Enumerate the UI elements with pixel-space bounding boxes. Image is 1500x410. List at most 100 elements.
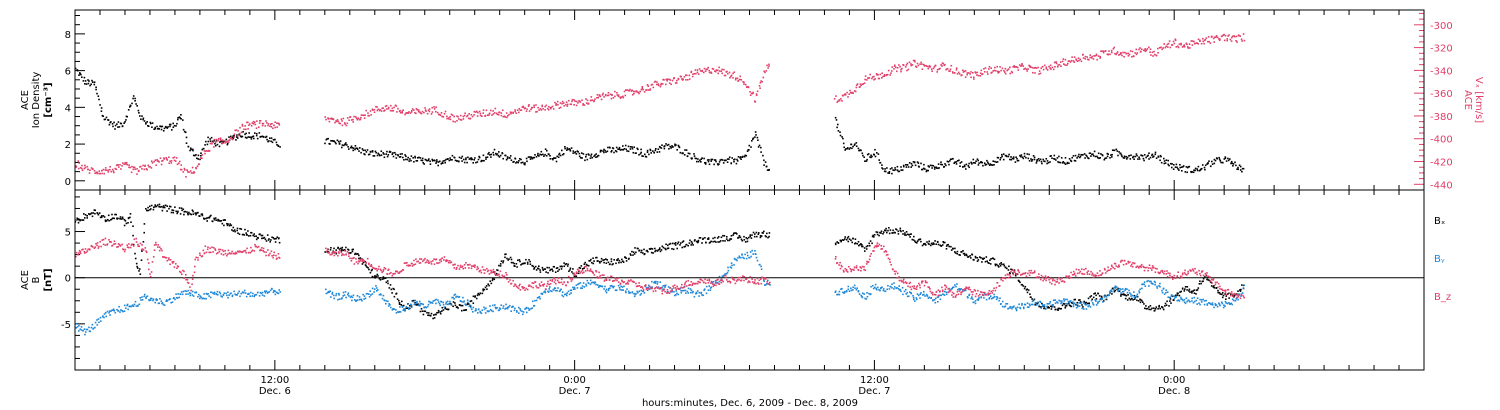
bx-point — [1120, 295, 1122, 297]
bx-point — [871, 242, 873, 245]
vx-point — [578, 100, 580, 102]
ion-density-point — [142, 117, 145, 120]
ion-density-point — [341, 144, 344, 146]
ion-density-point — [1154, 151, 1157, 154]
bx-point — [638, 249, 641, 252]
bx-point — [232, 230, 235, 232]
vx-point — [446, 115, 448, 118]
bx-point — [122, 217, 124, 220]
vx-point — [691, 75, 694, 78]
bx-point — [657, 249, 660, 251]
bx-point — [410, 305, 413, 307]
vx-point — [158, 161, 160, 163]
ion-density-point — [270, 140, 272, 143]
bx-point — [538, 265, 540, 267]
ion-density-point — [718, 161, 721, 163]
ion-density-point — [569, 148, 571, 151]
bx-point — [952, 248, 954, 250]
by-point — [900, 290, 902, 293]
bx-point — [1125, 294, 1128, 297]
vx-point — [1064, 64, 1066, 66]
by-point — [541, 292, 544, 295]
by-point — [490, 309, 493, 312]
ion-density-point — [1154, 153, 1157, 156]
bx-point — [1072, 302, 1074, 304]
by-point — [943, 290, 946, 293]
vx-point — [1042, 68, 1045, 71]
by-point — [348, 295, 350, 297]
vx-point — [109, 168, 111, 171]
bx-point — [894, 232, 896, 234]
vx-point — [688, 78, 691, 80]
by-point — [434, 299, 436, 302]
bx-point — [899, 227, 902, 230]
by-point — [751, 249, 753, 252]
ion-density-point — [990, 164, 993, 166]
vx-point — [1223, 33, 1225, 36]
ion-density-point — [1238, 164, 1241, 167]
vx-point — [454, 121, 456, 123]
vx-point — [853, 90, 856, 92]
by-point — [360, 298, 363, 301]
ion-density-point — [437, 164, 439, 167]
bx-point — [997, 266, 1000, 268]
vx-point — [551, 105, 554, 108]
vx-point — [603, 96, 605, 98]
bx-point — [77, 218, 79, 220]
ion-density-point — [554, 157, 557, 159]
bx-point — [250, 232, 253, 234]
ion-density-point — [1136, 154, 1138, 157]
ion-density-point — [1079, 155, 1082, 158]
ion-density-point — [1213, 162, 1216, 165]
by-point — [1085, 303, 1088, 306]
by-point — [993, 296, 996, 298]
vx-point — [940, 64, 942, 66]
by-point — [1195, 299, 1198, 302]
bx-point — [106, 218, 109, 221]
vx-point — [1108, 50, 1110, 52]
bx-point — [362, 261, 365, 264]
ion-density-point — [1200, 167, 1203, 170]
bx-point — [558, 268, 560, 271]
bx-point — [876, 233, 879, 236]
vx-point — [241, 125, 244, 127]
vx-point — [240, 131, 243, 134]
by-point — [756, 259, 759, 262]
by-point — [1121, 288, 1124, 290]
by-point — [1028, 303, 1031, 305]
vx-point — [998, 71, 1001, 73]
ion-density-point — [153, 128, 155, 130]
vx-point — [345, 124, 348, 127]
ion-density-point — [596, 155, 599, 158]
ion-density-point — [113, 121, 115, 124]
by-point — [502, 307, 504, 309]
by-point — [845, 290, 848, 292]
by-point — [117, 310, 120, 312]
by-point — [556, 289, 558, 292]
vx-point — [844, 94, 847, 96]
ion-density-point — [1117, 154, 1119, 157]
vx-point — [1015, 66, 1018, 68]
vx-point — [327, 118, 330, 120]
ion-density-point — [556, 155, 558, 158]
vx-point — [703, 71, 705, 74]
bx-point — [158, 203, 161, 206]
ion-density-point — [636, 147, 638, 150]
bx-point — [982, 258, 984, 260]
bz-point — [78, 249, 81, 252]
ion-density-point — [129, 104, 132, 107]
bx-point — [980, 257, 982, 259]
by-point — [431, 302, 434, 304]
bx-point — [966, 254, 968, 257]
by-point — [618, 287, 621, 289]
bx-point — [754, 233, 756, 235]
by-point — [1133, 297, 1136, 299]
vx-point — [156, 160, 159, 162]
ion-density-point — [1054, 158, 1056, 160]
bx-point — [265, 240, 268, 242]
by-point — [240, 292, 242, 295]
ion-density-point — [1033, 156, 1036, 159]
ion-density-point — [434, 159, 436, 162]
vx-point — [414, 111, 416, 114]
ion-density-point — [1107, 153, 1109, 155]
